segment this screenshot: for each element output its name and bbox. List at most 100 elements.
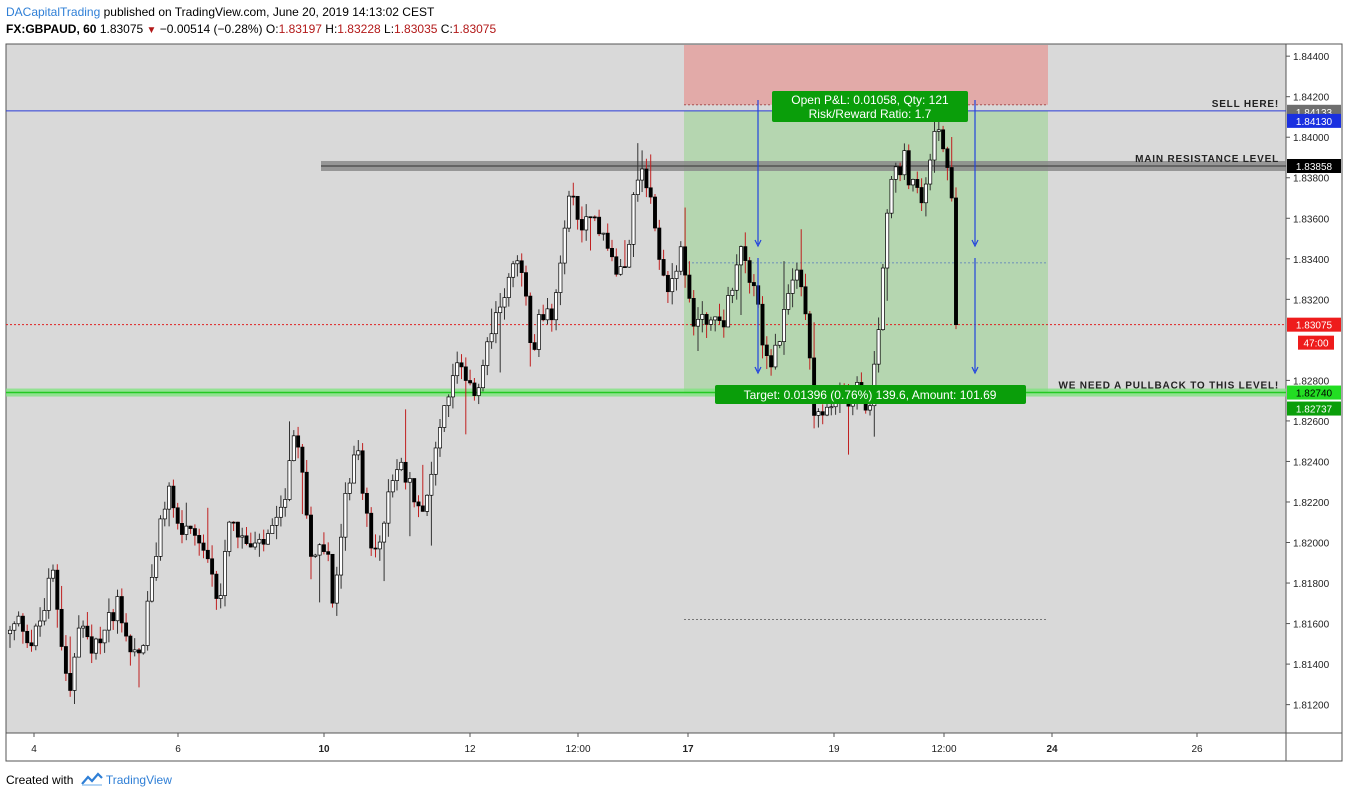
price-label-text: 1.84133 [1296,108,1333,119]
candle-body [807,313,812,359]
candle-body [717,316,722,321]
pullback-label: WE NEED A PULLBACK TO THIS LEVEL! [1059,381,1279,392]
candle-body [278,506,283,518]
candle-body [782,309,786,342]
candle-body [8,629,12,635]
candle-body [218,595,223,599]
candle-body [115,596,120,622]
candle-body [584,216,589,231]
candle-body [898,166,903,176]
close-label: C: [440,22,453,36]
candle-body [137,649,141,654]
candle-body [790,279,795,294]
price-tick-label: 1.83200 [1293,295,1330,306]
price-tick-label: 1.84200 [1293,93,1330,104]
close-value: 1.83075 [452,22,497,36]
tradingview-link[interactable]: TradingView [105,773,172,787]
candle-body [72,656,77,691]
price-tick-label: 1.83800 [1293,174,1330,185]
badge-bg [772,91,968,122]
candle-body [85,625,90,638]
candle-body [528,295,533,343]
candle-body [395,469,399,481]
candle-body [412,478,417,503]
candle-body [549,308,554,321]
candle-body [571,195,576,198]
candle-body [915,179,920,188]
candle-body [777,341,782,346]
candle-body [33,625,38,647]
candle-body [468,380,473,384]
candle-body [98,638,103,644]
candle-body [46,577,51,611]
candle-body [266,533,270,545]
candle-body [326,551,331,555]
candle-body [906,150,911,186]
candle-body [911,179,915,186]
candle-body [687,274,692,299]
candle-body [76,627,81,658]
candle-body [283,499,288,508]
candle-body [579,219,584,231]
candle-body [786,293,791,310]
open-pnl-text: Open P&L: 0.01058, Qty: 121 [791,93,949,107]
arrow-down-1 [754,100,762,248]
candle-body [188,525,193,529]
candle-body [463,366,468,381]
candle-body [747,260,752,283]
low-label: L: [384,22,395,36]
price-label-bg [1287,158,1341,173]
author-link[interactable]: DACapitalTrading [6,5,101,19]
candle-body [622,266,627,268]
candle-body [545,308,550,321]
down-arrow-icon: ▼ [146,25,157,36]
candle-body [42,610,47,622]
candle-body [55,569,60,610]
candle-body [627,243,632,268]
candle-body [433,447,438,475]
candle-body [459,362,464,368]
price-label-bg [1287,401,1341,416]
candle-body [670,278,675,293]
price-label-bg [1287,385,1341,400]
price-chart[interactable]: SELL HERE! MAIN RESISTANCE LEVEL WE NEED A… [0,0,1348,772]
candle-body [588,216,593,219]
candle-body [713,316,718,321]
price-tick-label: 1.82000 [1293,539,1330,550]
arrow-head-icon [754,366,762,375]
candle-body [511,263,516,278]
candle-body [429,473,434,496]
candle-body [618,266,623,275]
candle-body [154,556,159,578]
candle-body [902,150,907,176]
price-tick-label: 1.81400 [1293,660,1330,671]
candle-body [614,256,619,275]
candle-body [481,365,485,389]
tradingview-logo-icon [80,772,103,786]
open-label: O: [265,22,279,36]
candle-body [59,608,64,647]
candle-body [240,535,245,538]
candles [8,90,958,705]
price-ticks: 1.84400 1.84200 1.84000 1.83800 1.83600 1.834… [1286,52,1330,712]
candle-body [803,286,808,315]
price-label-text: 1.82740 [1296,389,1333,400]
high-value: 1.83228 [337,22,381,36]
high-label: H: [325,22,338,36]
candle-body [407,478,412,483]
candle-body [63,646,68,674]
candle-body [227,521,232,552]
price-tick-label: 1.82200 [1293,498,1330,509]
time-tick-label: 19 [828,744,840,755]
candle-body [575,195,580,220]
price-label-bg [1298,335,1334,350]
candle-body [954,197,958,326]
candle-body [386,491,391,524]
candle-body [171,485,176,509]
candle-body [313,554,318,557]
candle-body [476,387,481,396]
candle-body [683,246,688,276]
price-label-darkgreen: 1.82737 [1287,401,1341,416]
